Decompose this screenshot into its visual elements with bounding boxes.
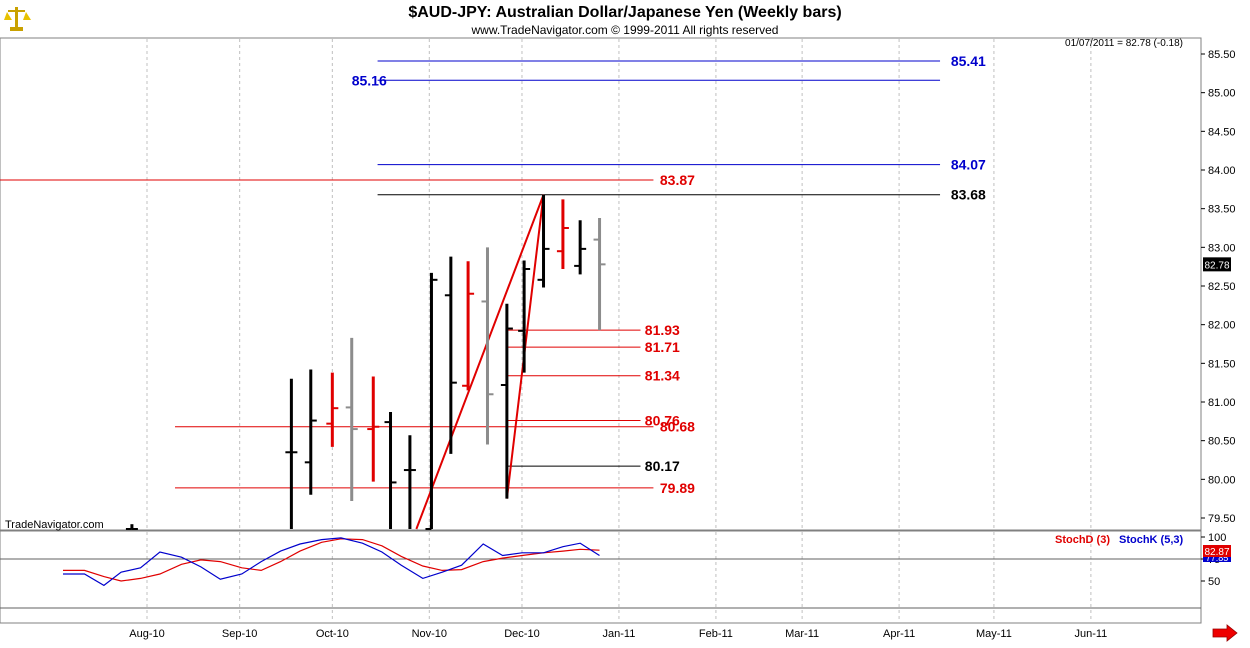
- ohlc-bar: [384, 412, 397, 529]
- y-tick-label: 85.50: [1208, 49, 1236, 61]
- ohlc-bar: [425, 272, 438, 530]
- stoch-badge-top: [1203, 545, 1231, 557]
- y-tick-label: 83.50: [1208, 204, 1236, 216]
- level-label: 83.68: [951, 187, 986, 203]
- stoch-badge-bottom: [1203, 553, 1231, 562]
- ohlc-bar: [481, 247, 494, 445]
- ohlc-bar: [304, 369, 317, 495]
- ohlc-bar: [500, 303, 513, 499]
- x-tick-label: Sep-10: [222, 628, 257, 640]
- y-tick-label: 80.00: [1208, 474, 1236, 486]
- stoch-legend-entry: StochD (3): [1055, 534, 1110, 546]
- level-label: 80.68: [660, 419, 695, 435]
- ohlc-bar: [444, 256, 457, 454]
- y-tick-label: 80.50: [1208, 436, 1236, 448]
- scales-logo-icon: [4, 7, 31, 31]
- bars-layer: [125, 194, 606, 530]
- stochK-line: [63, 537, 600, 587]
- x-tick-label: Aug-10: [129, 628, 164, 640]
- price-panel-frame: [0, 37, 1202, 531]
- price-readout: 01/07/2011 = 82.78 (-0.18): [1065, 38, 1183, 49]
- level-label: 79.89: [660, 480, 695, 496]
- x-tick-label: Jun-11: [1074, 628, 1107, 640]
- level-label: 83.87: [660, 172, 695, 188]
- ohlc-bar: [556, 199, 569, 269]
- y-tick-label: 84.00: [1208, 165, 1236, 177]
- stoch-badge-bottom-label: 77.85: [1206, 553, 1229, 563]
- watermark: TradeNavigator.com: [5, 519, 104, 531]
- ohlc-bar: [125, 524, 138, 530]
- y-tick-label: 83.00: [1208, 242, 1236, 254]
- x-tick-label: Apr-11: [883, 628, 915, 640]
- y-tick-label: 85.00: [1208, 88, 1236, 100]
- copyright-text: www.TradeNavigator.com © 1999-2011 All r…: [471, 23, 779, 37]
- ohlc-bar: [285, 378, 298, 529]
- stochD-line: [63, 538, 600, 582]
- level-label: 81.93: [645, 322, 680, 338]
- y-tick-label: 82.00: [1208, 320, 1236, 332]
- chart-title: $AUD-JPY: Australian Dollar/Japanese Yen…: [408, 4, 841, 21]
- stoch-tick-label: 50: [1208, 576, 1220, 588]
- current-price-badge: [1203, 257, 1231, 272]
- stoch-legend-entry: StochK (5,3): [1119, 534, 1184, 546]
- stoch-tick-label: 100: [1208, 532, 1226, 544]
- x-tick-label: Oct-10: [316, 628, 349, 640]
- y-tick-label: 84.50: [1208, 126, 1236, 138]
- y-tick-label: 81.00: [1208, 397, 1236, 409]
- grid: [146, 39, 1092, 622]
- axis-layer: Aug-10 Sep-10 Oct-10 Nov-10 Dec-10 Jan-11 Feb-…: [129, 49, 1235, 640]
- ohlc-bar: [574, 220, 587, 275]
- ohlc-bar: [367, 376, 380, 482]
- x-tick-label: Mar-11: [785, 628, 819, 640]
- stoch-panel-frame: [0, 530, 1202, 624]
- ohlc-bar: [403, 435, 416, 529]
- x-tick-label: Dec-10: [504, 628, 539, 640]
- stochastic-layer: StochD (3) StochK (5,3): [0, 534, 1201, 609]
- ohlc-bar: [326, 372, 339, 447]
- level-label: 81.71: [645, 339, 680, 355]
- x-tick-label: Jan-11: [603, 628, 636, 640]
- level-label: 84.07: [951, 157, 986, 173]
- y-tick-label: 79.50: [1208, 513, 1236, 525]
- y-tick-label: 82.50: [1208, 281, 1236, 293]
- ohlc-bar: [593, 217, 606, 331]
- arrow-right-icon[interactable]: [1212, 624, 1238, 642]
- level-label: 80.17: [645, 458, 680, 474]
- ohlc-bar: [518, 260, 531, 373]
- stoch-badge-top-label: 82.87: [1204, 547, 1229, 558]
- level-label: 85.16: [352, 72, 387, 88]
- ohlc-bar: [462, 261, 475, 391]
- level-label: 80.76: [645, 413, 680, 429]
- ohlc-bar: [345, 337, 358, 501]
- level-label: 85.41: [951, 53, 986, 69]
- current-price-label: 82.78: [1204, 260, 1229, 271]
- ohlc-bar: [537, 194, 550, 288]
- y-tick-label: 81.50: [1208, 358, 1236, 370]
- level-label: 81.34: [645, 368, 680, 384]
- x-tick-label: Nov-10: [412, 628, 447, 640]
- x-tick-label: May-11: [976, 628, 1012, 640]
- x-tick-label: Feb-11: [699, 628, 733, 640]
